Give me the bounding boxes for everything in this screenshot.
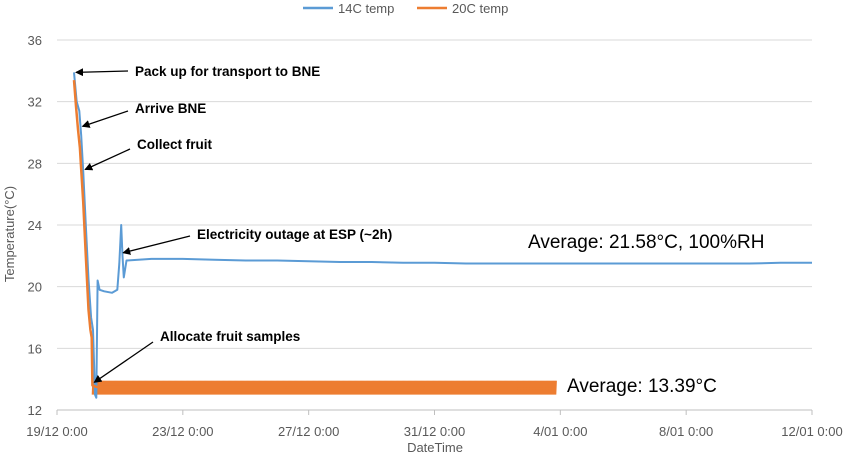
average-label-14c: Average: 21.58°C, 100%RH <box>528 232 764 253</box>
annotation: Arrive BNE <box>81 101 206 128</box>
annotation-arrow <box>93 341 154 383</box>
average-label-20c: Average: 13.39°C <box>567 376 717 397</box>
annotation-arrow <box>122 235 191 255</box>
annotation-arrow <box>84 148 131 171</box>
y-tick-label: 36 <box>28 33 42 48</box>
y-tick-label: 12 <box>28 403 42 418</box>
legend: 14C temp 20C temp <box>303 1 508 16</box>
annotation-label: Arrive BNE <box>135 101 206 116</box>
x-axis-ticks: 19/12 0:00 23/12 0:00 27/12 0:00 31/12 0:00… <box>26 410 843 439</box>
annotation: Electricity outage at ESP (~2h) <box>122 227 392 255</box>
x-tick-label: 8/01 0:00 <box>659 424 713 439</box>
annotation-label: Allocate fruit samples <box>160 329 300 344</box>
y-tick-label: 16 <box>28 341 42 356</box>
x-tick-label: 19/12 0:00 <box>26 424 87 439</box>
y-axis-label: Temperature(°C) <box>2 186 17 282</box>
y-tick-label: 28 <box>28 156 42 171</box>
annotation-label: Pack up for transport to BNE <box>135 64 320 79</box>
x-axis-label: DateTime <box>407 440 463 455</box>
x-tick-label: 27/12 0:00 <box>278 424 339 439</box>
y-tick-label: 20 <box>28 280 42 295</box>
annotation: Collect fruit <box>84 137 213 171</box>
annotation: Allocate fruit samples <box>93 329 300 383</box>
series-line-14c-temp <box>73 72 812 399</box>
annotation-arrow <box>75 68 129 77</box>
annotations: Pack up for transport to BNE Arrive BNE Co… <box>75 64 392 383</box>
annotation-label: Collect fruit <box>137 137 213 152</box>
x-tick-label: 12/01 0:00 <box>781 424 842 439</box>
legend-label-14c: 14C temp <box>338 1 394 16</box>
y-tick-label: 32 <box>28 95 42 110</box>
legend-label-20c: 20C temp <box>452 1 508 16</box>
x-tick-label: 31/12 0:00 <box>404 424 465 439</box>
y-axis-ticks: 12 16 20 24 28 32 36 <box>28 33 42 418</box>
annotation: Pack up for transport to BNE <box>75 64 320 79</box>
x-tick-label: 4/01 0:00 <box>533 424 587 439</box>
series-line-20c-temp <box>72 80 557 390</box>
gridlines <box>57 39 812 349</box>
annotation-label: Electricity outage at ESP (~2h) <box>197 227 392 242</box>
x-tick-label: 23/12 0:00 <box>152 424 213 439</box>
annotation-arrow <box>81 110 129 128</box>
y-tick-label: 24 <box>28 218 42 233</box>
